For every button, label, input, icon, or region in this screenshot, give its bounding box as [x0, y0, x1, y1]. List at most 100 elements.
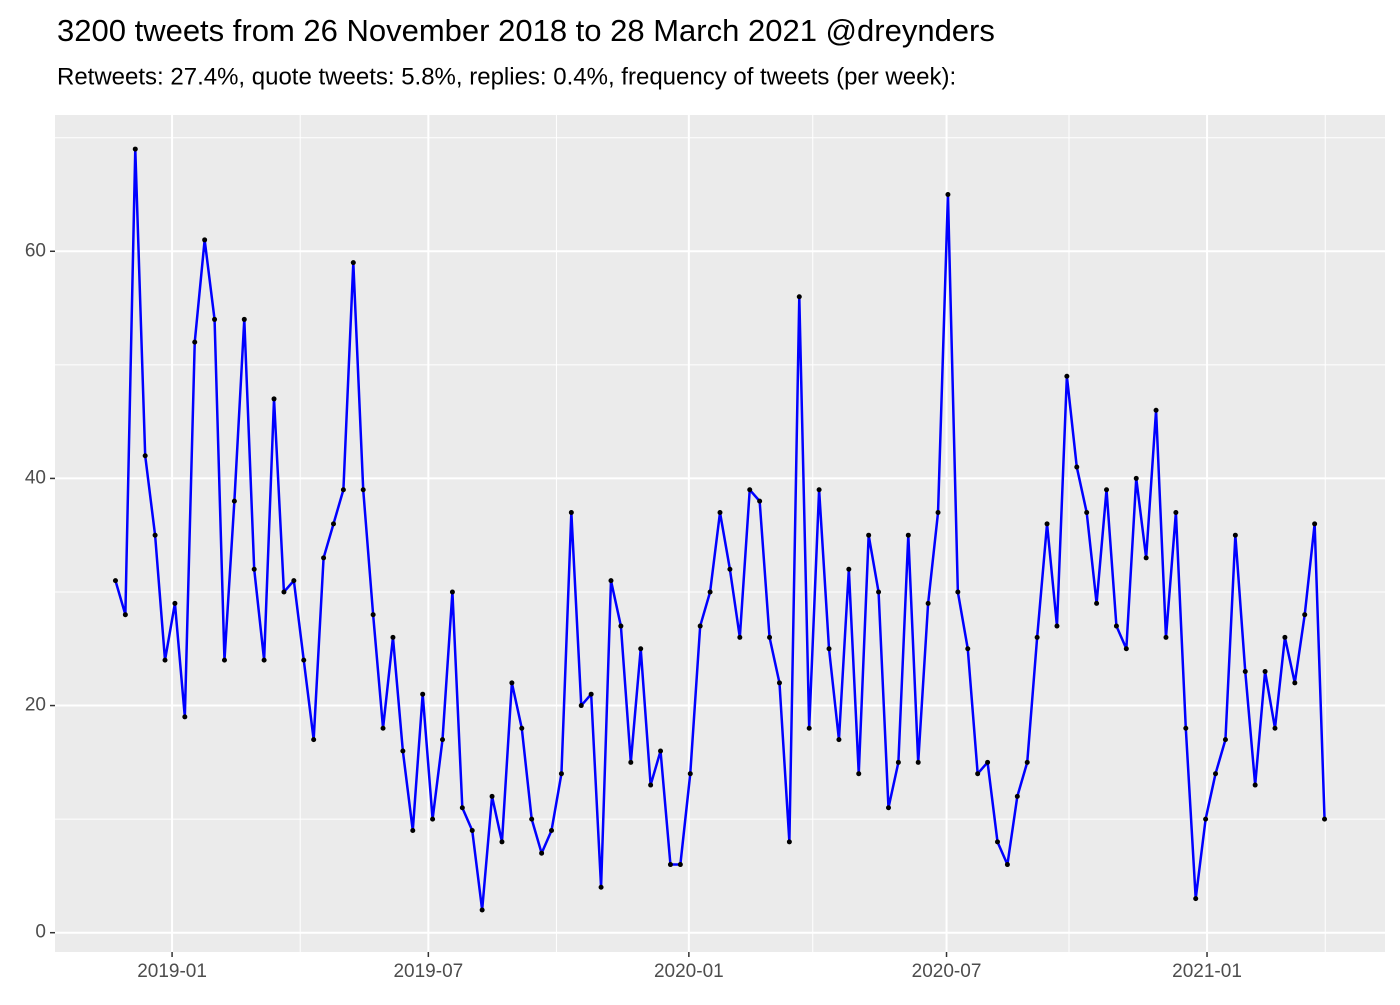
- plot-panel: [55, 115, 1385, 952]
- data-point: [895, 759, 901, 765]
- data-point: [122, 612, 128, 618]
- data-point: [757, 498, 763, 504]
- data-point: [529, 816, 535, 822]
- data-point: [400, 748, 406, 754]
- data-point: [697, 623, 703, 629]
- data-point: [687, 771, 693, 777]
- data-point: [885, 805, 891, 811]
- data-point: [1232, 532, 1238, 538]
- data-point: [1153, 407, 1159, 413]
- data-point: [420, 691, 426, 697]
- data-point: [162, 657, 168, 663]
- data-point: [1104, 487, 1110, 493]
- data-point: [658, 748, 664, 754]
- data-point: [291, 578, 297, 584]
- data-point: [608, 578, 614, 584]
- data-point: [648, 782, 654, 788]
- data-point: [876, 589, 882, 595]
- data-point: [1183, 725, 1189, 731]
- y-tick-label: 60: [25, 240, 46, 261]
- data-point: [945, 191, 951, 197]
- data-point: [1282, 634, 1288, 640]
- data-point: [509, 680, 515, 686]
- data-point: [925, 600, 931, 606]
- data-point: [271, 396, 277, 402]
- data-point: [776, 680, 782, 686]
- data-point: [479, 907, 485, 913]
- data-point: [261, 657, 267, 663]
- data-point: [717, 509, 723, 515]
- data-point: [1094, 600, 1100, 606]
- data-point: [935, 509, 941, 515]
- data-point: [1222, 737, 1228, 743]
- data-point: [182, 714, 188, 720]
- data-point: [994, 839, 1000, 845]
- data-point: [1044, 521, 1050, 527]
- data-point: [826, 646, 832, 652]
- data-point: [598, 884, 604, 890]
- data-point: [1252, 782, 1258, 788]
- data-point: [1292, 680, 1298, 686]
- data-point: [340, 487, 346, 493]
- data-point: [251, 566, 257, 572]
- data-point: [152, 532, 158, 538]
- data-point: [767, 634, 773, 640]
- data-point: [1074, 464, 1080, 470]
- data-point: [588, 691, 594, 697]
- data-point: [142, 453, 148, 459]
- data-point: [638, 646, 644, 652]
- chart-title: 3200 tweets from 26 November 2018 to 28 …: [57, 13, 995, 48]
- data-point: [519, 725, 525, 731]
- data-point: [370, 612, 376, 618]
- data-point: [1173, 509, 1179, 515]
- data-point: [1302, 612, 1308, 618]
- y-tick-label: 0: [35, 922, 46, 943]
- data-point: [816, 487, 822, 493]
- data-point: [836, 737, 842, 743]
- data-point: [707, 589, 713, 595]
- data-point: [1143, 555, 1149, 561]
- data-point: [241, 316, 247, 322]
- data-point: [202, 237, 208, 243]
- data-point: [321, 555, 327, 561]
- data-point: [459, 805, 465, 811]
- data-point: [628, 759, 634, 765]
- data-point: [1203, 816, 1209, 822]
- data-point: [301, 657, 307, 663]
- data-point: [1312, 521, 1318, 527]
- data-point: [905, 532, 911, 538]
- data-point: [410, 827, 416, 833]
- data-point: [965, 646, 971, 652]
- data-point: [856, 771, 862, 777]
- data-point: [430, 816, 436, 822]
- data-point: [1163, 634, 1169, 640]
- data-point: [568, 509, 574, 515]
- data-point: [618, 623, 624, 629]
- data-point: [311, 737, 317, 743]
- data-point: [796, 294, 802, 300]
- data-point: [330, 521, 336, 527]
- data-point: [390, 634, 396, 640]
- data-point: [489, 793, 495, 799]
- data-point: [975, 771, 981, 777]
- data-point: [558, 771, 564, 777]
- data-point: [1034, 634, 1040, 640]
- data-point: [380, 725, 386, 731]
- data-point: [1322, 816, 1328, 822]
- data-point: [499, 839, 505, 845]
- data-point: [1242, 668, 1248, 674]
- x-tick-label: 2020-07: [912, 961, 982, 982]
- data-point: [212, 316, 218, 322]
- data-point: [1084, 509, 1090, 515]
- data-point: [350, 260, 356, 266]
- data-point: [866, 532, 872, 538]
- y-tick-label: 20: [25, 695, 46, 716]
- data-point: [677, 862, 683, 868]
- data-point: [737, 634, 743, 640]
- data-point: [846, 566, 852, 572]
- data-point: [578, 703, 584, 709]
- x-tick-label: 2019-07: [393, 961, 463, 982]
- data-point: [440, 737, 446, 743]
- x-tick-label: 2019-01: [137, 961, 207, 982]
- data-point: [985, 759, 991, 765]
